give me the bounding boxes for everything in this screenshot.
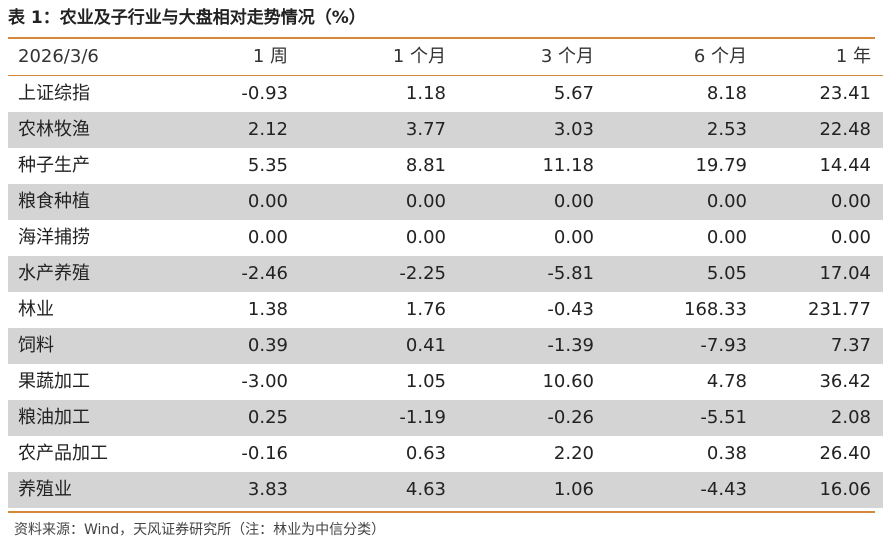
cell-1-week: -0.93 bbox=[241, 83, 288, 104]
cell-1-year: 0.00 bbox=[830, 227, 871, 248]
cell-1-year: 23.41 bbox=[819, 83, 871, 104]
cell-1-year: 14.44 bbox=[819, 155, 871, 176]
cell-1-week: 3.83 bbox=[166, 472, 288, 508]
cell-1-month: 4.63 bbox=[288, 472, 446, 508]
cell-1-month: 1.05 bbox=[405, 371, 446, 392]
cell-1-week: -3.00 bbox=[241, 371, 288, 392]
cell-1-week: 0.00 bbox=[166, 184, 288, 220]
cell-1-year: 17.04 bbox=[747, 256, 883, 292]
cell-6-months: 0.00 bbox=[706, 227, 747, 248]
header-6-months: 6 个月 bbox=[594, 39, 747, 76]
cell-3-months: 2.20 bbox=[553, 443, 594, 464]
cell-1-year: 231.77 bbox=[808, 299, 871, 320]
row-name: 果蔬加工 bbox=[18, 371, 90, 392]
cell-1-month: 0.63 bbox=[405, 443, 446, 464]
cell-6-months: 2.53 bbox=[594, 112, 747, 148]
cell-1-month: 1.18 bbox=[405, 83, 446, 104]
cell-3-months: -1.39 bbox=[446, 328, 594, 364]
top-rule bbox=[8, 37, 875, 39]
cell-1-week: 0.39 bbox=[166, 328, 288, 364]
cell-1-year: 36.42 bbox=[819, 371, 871, 392]
header-1-year: 1 年 bbox=[747, 39, 883, 76]
cell-3-months: 0.00 bbox=[553, 227, 594, 248]
table-title: 表 1：农业及子行业与大盘相对走势情况（%） bbox=[8, 8, 366, 28]
cell-3-months: 11.18 bbox=[542, 155, 594, 176]
cell-3-months: -0.43 bbox=[547, 299, 594, 320]
cell-1-week: 1.38 bbox=[247, 299, 288, 320]
row-name: 养殖业 bbox=[8, 472, 166, 508]
cell-1-month: -1.19 bbox=[288, 400, 446, 436]
table-row: 饲料 0.39 0.41 -1.39 -7.93 7.37 bbox=[8, 328, 883, 364]
cell-1-month: 0.00 bbox=[288, 184, 446, 220]
header-3-months: 3 个月 bbox=[446, 39, 594, 76]
header-row: 2026/3/6 1 周 1 个月 3 个月 6 个月 1 年 bbox=[8, 39, 883, 76]
table-row: 水产养殖 -2.46 -2.25 -5.81 5.05 17.04 bbox=[8, 256, 883, 292]
cell-1-month: 8.81 bbox=[405, 155, 446, 176]
row-name: 上证综指 bbox=[18, 83, 90, 104]
cell-1-year: 2.08 bbox=[747, 400, 883, 436]
cell-6-months: -7.93 bbox=[594, 328, 747, 364]
cell-1-month: 1.76 bbox=[405, 299, 446, 320]
table-row: 上证综指 -0.93 1.18 5.67 8.18 23.41 bbox=[8, 76, 883, 113]
cell-1-year: 22.48 bbox=[747, 112, 883, 148]
header-1-week: 1 周 bbox=[166, 39, 288, 76]
table-row: 养殖业 3.83 4.63 1.06 -4.43 16.06 bbox=[8, 472, 883, 508]
row-name: 农林牧渔 bbox=[8, 112, 166, 148]
cell-1-month: -2.25 bbox=[288, 256, 446, 292]
table-row: 海洋捕捞 0.00 0.00 0.00 0.00 0.00 bbox=[8, 220, 883, 256]
header-1-month: 1 个月 bbox=[288, 39, 446, 76]
table-row: 林业 1.38 1.76 -0.43 168.33 231.77 bbox=[8, 292, 883, 328]
table-row: 粮油加工 0.25 -1.19 -0.26 -5.51 2.08 bbox=[8, 400, 883, 436]
bottom-rule bbox=[8, 511, 875, 513]
cell-1-week: 2.12 bbox=[166, 112, 288, 148]
cell-1-year: 16.06 bbox=[747, 472, 883, 508]
table-row: 粮食种植 0.00 0.00 0.00 0.00 0.00 bbox=[8, 184, 883, 220]
cell-3-months: 0.00 bbox=[446, 184, 594, 220]
cell-1-month: 0.41 bbox=[288, 328, 446, 364]
cell-6-months: 4.78 bbox=[706, 371, 747, 392]
cell-1-week: -2.46 bbox=[166, 256, 288, 292]
cell-1-month: 0.00 bbox=[405, 227, 446, 248]
cell-3-months: 1.06 bbox=[446, 472, 594, 508]
row-name: 粮食种植 bbox=[8, 184, 166, 220]
header-date: 2026/3/6 bbox=[8, 39, 166, 76]
row-name: 种子生产 bbox=[18, 155, 90, 176]
cell-6-months: 0.38 bbox=[706, 443, 747, 464]
table-row: 种子生产 5.35 8.81 11.18 19.79 14.44 bbox=[8, 148, 883, 184]
cell-6-months: -4.43 bbox=[594, 472, 747, 508]
cell-3-months: -0.26 bbox=[446, 400, 594, 436]
cell-3-months: 3.03 bbox=[446, 112, 594, 148]
row-name: 林业 bbox=[18, 299, 54, 320]
cell-1-week: 5.35 bbox=[247, 155, 288, 176]
row-name: 饲料 bbox=[8, 328, 166, 364]
cell-6-months: 0.00 bbox=[594, 184, 747, 220]
cell-3-months: -5.81 bbox=[446, 256, 594, 292]
source-note: 资料来源：Wind，天风证券研究所（注：林业为中信分类） bbox=[14, 522, 386, 538]
table-row: 果蔬加工 -3.00 1.05 10.60 4.78 36.42 bbox=[8, 364, 883, 400]
cell-6-months: 8.18 bbox=[706, 83, 747, 104]
table-row: 农林牧渔 2.12 3.77 3.03 2.53 22.48 bbox=[8, 112, 883, 148]
table-row: 农产品加工 -0.16 0.63 2.20 0.38 26.40 bbox=[8, 436, 883, 472]
cell-1-week: 0.25 bbox=[166, 400, 288, 436]
cell-6-months: 168.33 bbox=[684, 299, 747, 320]
row-name: 农产品加工 bbox=[18, 443, 108, 464]
row-name: 粮油加工 bbox=[8, 400, 166, 436]
cell-1-week: -0.16 bbox=[241, 443, 288, 464]
row-name: 海洋捕捞 bbox=[18, 227, 90, 248]
cell-1-year: 7.37 bbox=[747, 328, 883, 364]
cell-1-week: 0.00 bbox=[247, 227, 288, 248]
cell-1-month: 3.77 bbox=[288, 112, 446, 148]
cell-6-months: -5.51 bbox=[594, 400, 747, 436]
cell-3-months: 5.67 bbox=[553, 83, 594, 104]
cell-1-year: 26.40 bbox=[819, 443, 871, 464]
cell-3-months: 10.60 bbox=[542, 371, 594, 392]
cell-6-months: 19.79 bbox=[695, 155, 747, 176]
performance-table: 2026/3/6 1 周 1 个月 3 个月 6 个月 1 年 上证综指 -0.… bbox=[8, 39, 883, 508]
row-name: 水产养殖 bbox=[8, 256, 166, 292]
cell-1-year: 0.00 bbox=[747, 184, 883, 220]
cell-6-months: 5.05 bbox=[594, 256, 747, 292]
